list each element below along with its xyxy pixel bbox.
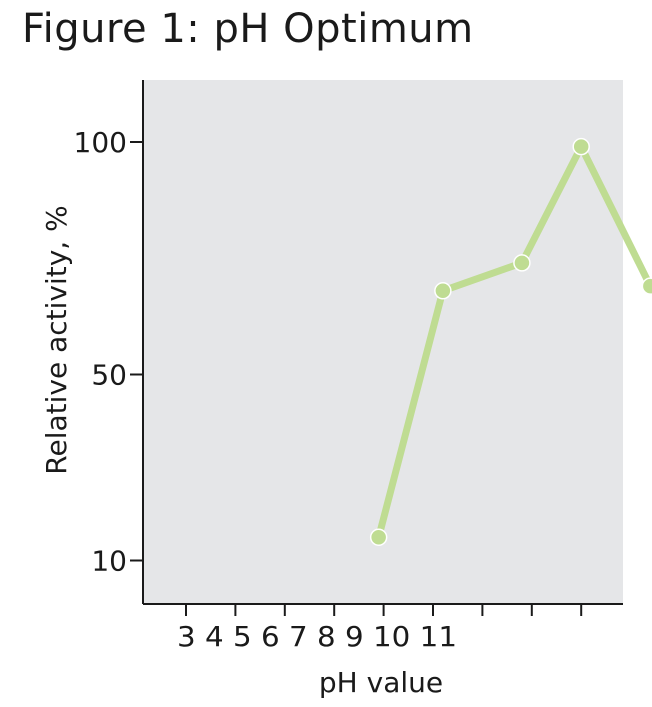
data-point — [641, 277, 652, 295]
y-tick-label: 100 — [74, 126, 127, 159]
x-axis-ticks — [185, 604, 583, 616]
series-group — [369, 137, 652, 546]
y-axis-label: Relative activity, % — [40, 205, 73, 474]
data-point — [369, 528, 388, 546]
data-point — [513, 254, 531, 272]
x-tick-labels: 3 4 5 6 7 8 9 10 11 — [177, 620, 457, 653]
x-axis-label: pH value — [319, 666, 443, 699]
y-tick-label: 50 — [91, 359, 127, 392]
y-tick-label: 10 — [91, 545, 127, 578]
data-point — [434, 282, 452, 300]
y-axis-ticks: 10 50 100 — [74, 126, 143, 578]
data-point — [572, 137, 590, 156]
figure-title: Figure 1: pH Optimum — [22, 6, 474, 52]
